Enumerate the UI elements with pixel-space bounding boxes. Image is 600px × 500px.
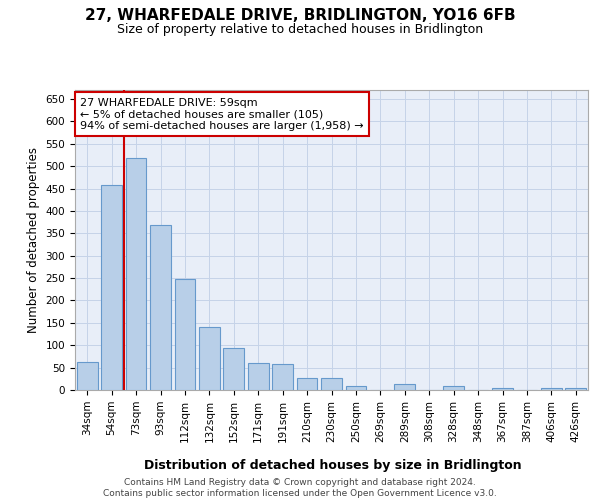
- Text: Distribution of detached houses by size in Bridlington: Distribution of detached houses by size …: [144, 460, 522, 472]
- Bar: [223, 348, 244, 390]
- Text: Contains HM Land Registry data © Crown copyright and database right 2024.
Contai: Contains HM Land Registry data © Crown c…: [103, 478, 497, 498]
- Text: 27, WHARFEDALE DRIVE, BRIDLINGTON, YO16 6FB: 27, WHARFEDALE DRIVE, BRIDLINGTON, YO16 …: [85, 8, 515, 22]
- Bar: [125, 158, 146, 390]
- Bar: [321, 378, 342, 390]
- Bar: [541, 388, 562, 390]
- Bar: [346, 386, 367, 390]
- Bar: [175, 278, 196, 390]
- Bar: [443, 386, 464, 390]
- Bar: [101, 186, 122, 390]
- Bar: [248, 362, 269, 390]
- Bar: [394, 384, 415, 390]
- Text: 27 WHARFEDALE DRIVE: 59sqm
← 5% of detached houses are smaller (105)
94% of semi: 27 WHARFEDALE DRIVE: 59sqm ← 5% of detac…: [80, 98, 364, 130]
- Text: Size of property relative to detached houses in Bridlington: Size of property relative to detached ho…: [117, 22, 483, 36]
- Bar: [77, 362, 98, 390]
- Y-axis label: Number of detached properties: Number of detached properties: [27, 147, 40, 333]
- Bar: [565, 388, 586, 390]
- Bar: [199, 328, 220, 390]
- Bar: [492, 388, 513, 390]
- Bar: [296, 378, 317, 390]
- Bar: [150, 225, 171, 390]
- Bar: [272, 364, 293, 390]
